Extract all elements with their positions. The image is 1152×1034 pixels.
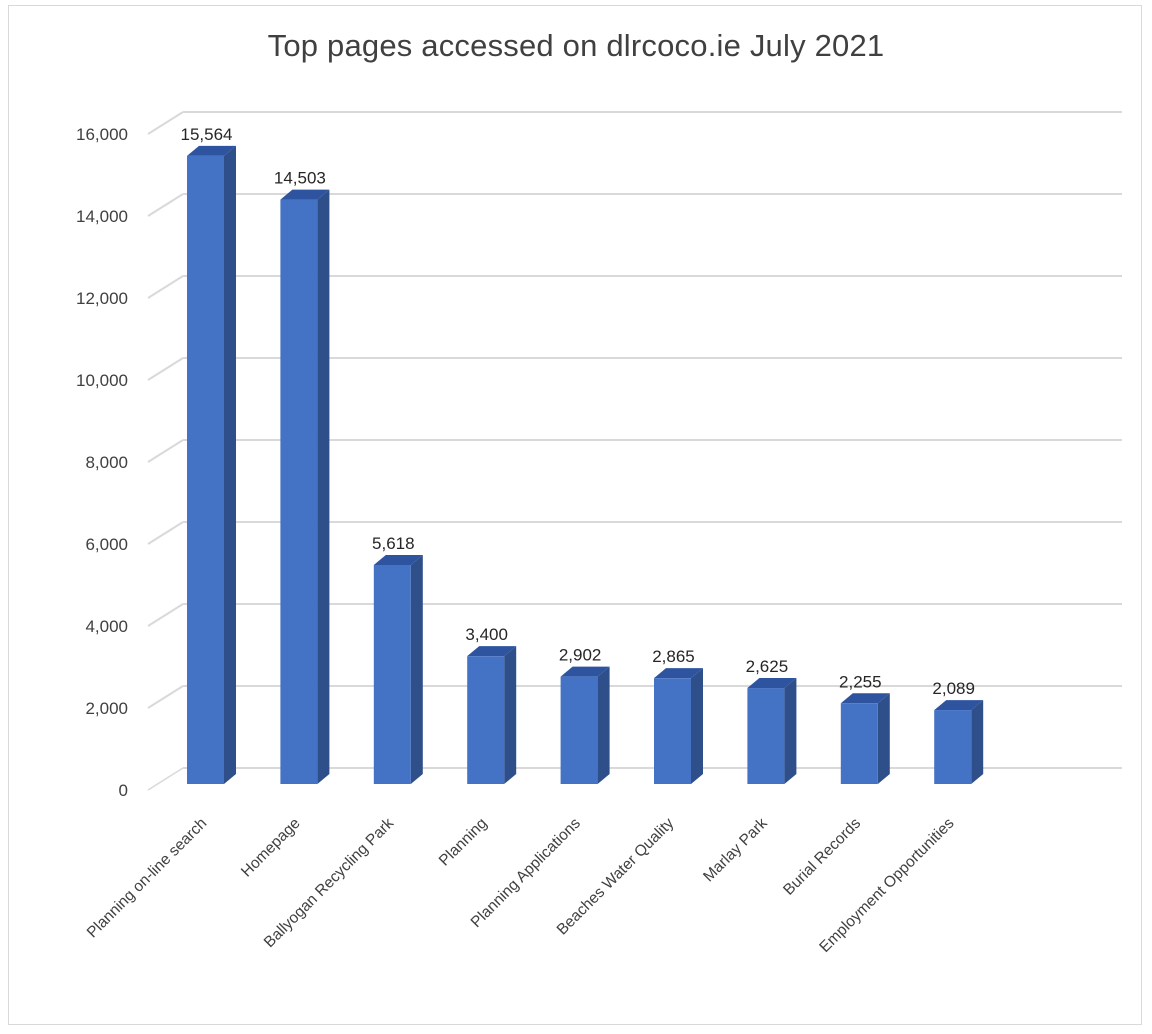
gridline-side [147, 685, 184, 709]
bar-side [317, 189, 330, 785]
bar-side [784, 678, 797, 784]
bar-front [840, 703, 878, 784]
x-tick-label: Planning [436, 815, 491, 870]
bar-top [187, 145, 236, 156]
data-label: 3,400 [465, 625, 508, 644]
bar-side [597, 666, 610, 784]
y-tick-label: 4,000 [85, 617, 128, 636]
x-axis-labels: Planning on-line search HomepageBallyogan… [84, 815, 958, 956]
gridline-side [147, 439, 184, 463]
bar-side [224, 145, 236, 785]
y-tick-label: 10,000 [76, 371, 128, 390]
x-tick-label: Homepage [238, 815, 304, 881]
bar-side [877, 693, 890, 784]
data-label: 2,255 [839, 672, 882, 691]
chart-title: Top pages accessed on dlrcoco.ie July 20… [267, 28, 885, 63]
gridline-side [147, 193, 184, 217]
bar [840, 693, 890, 784]
bar [467, 646, 517, 784]
bar-front [467, 656, 505, 784]
bar-top [373, 554, 423, 565]
bar-top [934, 700, 984, 711]
y-tick-label: 16,000 [76, 125, 128, 144]
y-tick-label: 2,000 [85, 699, 128, 718]
bar-side [410, 554, 423, 784]
y-tick-label: 8,000 [85, 453, 128, 472]
gridlines [147, 111, 1122, 791]
y-axis-ticks: 0 2,000 4,000 6,000 8,000 10,000 12,000 14,000 1… [76, 125, 128, 800]
bar-top [560, 666, 610, 677]
bar-top [467, 646, 517, 657]
bar-top [280, 189, 330, 200]
gridline-side [147, 603, 184, 627]
bar-front [654, 678, 691, 784]
data-label: 2,625 [746, 657, 789, 676]
bar [373, 554, 423, 784]
data-label: 5,618 [372, 534, 415, 553]
bar-front [934, 710, 972, 784]
gridline-side [147, 521, 184, 545]
floor-edge-left [147, 767, 184, 791]
bar-front [187, 155, 224, 785]
data-label: 15,564 [181, 125, 233, 144]
bar-top [840, 693, 890, 704]
gridline-side [147, 275, 184, 299]
bar [654, 668, 703, 784]
x-tick-label: Marlay Park [700, 815, 771, 886]
x-tick-label: Planning on-line search [84, 815, 211, 942]
data-label: 2,902 [559, 646, 602, 665]
bar-front [747, 688, 785, 784]
bar-top [654, 668, 703, 679]
data-label: 2,865 [652, 647, 695, 666]
bar [747, 678, 797, 784]
bar-side [971, 700, 984, 784]
y-tick-label: 12,000 [76, 289, 128, 308]
x-tick-label: Burial Records [780, 815, 864, 899]
bar [560, 666, 610, 784]
y-tick-label: 14,000 [76, 207, 128, 226]
bar-top [747, 678, 797, 689]
data-label: 14,503 [274, 169, 326, 188]
bar-front [280, 199, 318, 785]
bar [934, 700, 984, 784]
y-tick-label: 0 [119, 781, 128, 800]
bar-side [691, 668, 703, 784]
data-labels: 15,564 14,503 5,618 3,400 2,902 2,865 2,625 2,2… [181, 125, 975, 698]
bar [187, 145, 236, 785]
bar [280, 189, 330, 785]
bar-front [373, 564, 411, 784]
gridline-side [147, 357, 184, 381]
bar-front [560, 676, 598, 784]
y-tick-label: 6,000 [85, 535, 128, 554]
bar-side [504, 646, 517, 784]
bars [187, 145, 984, 785]
gridline-side [147, 111, 184, 135]
data-label: 2,089 [932, 679, 975, 698]
